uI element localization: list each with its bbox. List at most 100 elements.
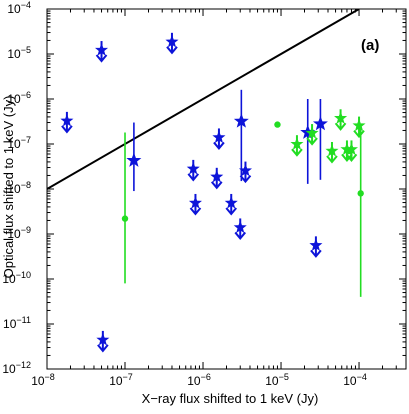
data-point-upper-limit: [60, 111, 74, 134]
tick-label-exponent: −12: [16, 360, 31, 370]
upper-limit-star: [334, 111, 348, 124]
tick-label-exponent: −10: [16, 270, 31, 280]
upper-limit-arrowhead: [166, 46, 178, 55]
tick-label-base: 10: [3, 317, 17, 331]
tick-label-base: 10: [343, 374, 357, 388]
tick-label-exponent: −9: [21, 225, 31, 235]
upper-limit-star: [233, 220, 247, 233]
tick-label-base: 10: [7, 2, 21, 16]
upper-limit-star: [96, 333, 110, 346]
tick-label-exponent: −7: [21, 135, 31, 145]
tick-label-exponent: −7: [123, 372, 133, 382]
data-point-upper-limit: [188, 193, 202, 216]
tick-label-base: 10: [109, 374, 123, 388]
upper-limit-arrowhead: [95, 54, 108, 63]
plot-frame: [46, 8, 407, 370]
data-point-upper-limit: [290, 135, 304, 157]
tick-label-base: 10: [187, 374, 201, 388]
x-axis-label: X−ray flux shifted to 1 keV (Jy): [142, 391, 319, 406]
tick-label-exponent: −6: [201, 372, 211, 382]
upper-limit-arrowhead: [213, 141, 225, 150]
y-tick-label: 10−6: [7, 90, 31, 106]
tick-label-base: 10: [7, 227, 21, 241]
upper-limit-star: [309, 238, 323, 251]
tick-label-base: 10: [2, 362, 16, 376]
tick-label-base: 10: [2, 272, 16, 286]
upper-limit-star: [210, 169, 224, 183]
y-tick-label: 10−8: [7, 180, 31, 196]
upper-limit-arrowhead: [326, 155, 338, 164]
data-point-dot: [274, 121, 281, 128]
tick-label-exponent: −6: [21, 90, 31, 100]
tick-label-base: 10: [7, 92, 21, 106]
upper-limit-star: [352, 118, 366, 132]
tick-label-base: 10: [7, 182, 21, 196]
upper-limit-arrowhead: [239, 174, 252, 184]
tick-label-base: 10: [7, 137, 21, 151]
upper-limit-star: [305, 126, 319, 139]
upper-limit-arrowhead: [189, 207, 202, 216]
data-point-upper-limit: [95, 41, 109, 63]
upper-limit-star: [60, 114, 74, 127]
axes-group: 10−8 10−7 10−6 10−5 10−410−1210−1110−1010−91…: [2, 0, 407, 388]
tick-label-base: 10: [7, 47, 21, 61]
y-tick-label: 10−12: [2, 360, 31, 376]
data-point-star: [233, 113, 249, 128]
upper-limit-arrowhead: [341, 153, 353, 162]
upper-limit-arrowhead: [234, 231, 247, 240]
data-point-upper-limit: [325, 141, 339, 164]
data-point-upper-limit: [305, 124, 319, 146]
upper-limit-star: [224, 196, 238, 209]
tick-label-exponent: −4: [357, 372, 367, 382]
panel-label: (a): [361, 37, 379, 54]
data-point-dot: [121, 215, 129, 222]
y-axis-label: Optical flux shifted to 1 keV (Jy): [1, 96, 16, 279]
tick-label-exponent: −5: [279, 372, 289, 382]
data-point-upper-limit: [334, 109, 348, 131]
data-point-upper-limit: [344, 140, 358, 162]
upper-limit-star: [238, 163, 252, 177]
y-tick-label: 10−4: [7, 0, 31, 16]
data-point-upper-limit: [238, 161, 252, 184]
upper-limit-arrowhead: [345, 153, 358, 162]
upper-limit-star: [165, 34, 179, 48]
data-point-upper-limit: [309, 236, 323, 258]
upper-limit-arrowhead: [291, 148, 303, 157]
upper-limit-arrowhead: [61, 125, 73, 134]
upper-limit-arrowhead: [210, 181, 223, 190]
plot-content: [47, 9, 366, 353]
x-tick-label: 10−5: [265, 372, 289, 388]
upper-limit-arrowhead: [187, 173, 200, 182]
data-point-star: [126, 152, 142, 167]
upper-limit-arrowhead: [306, 137, 318, 146]
data-point-upper-limit: [165, 32, 179, 55]
data-point-upper-limit: [212, 128, 226, 150]
tick-label-exponent: −11: [16, 315, 31, 325]
tick-label-exponent: −8: [45, 372, 55, 382]
tick-label-base: 10: [265, 374, 279, 388]
data-point-upper-limit: [186, 159, 200, 182]
data-point-upper-limit: [352, 116, 366, 139]
y-tick-label: 10−7: [7, 135, 31, 151]
tick-label-base: 10: [31, 374, 45, 388]
upper-limit-arrowhead: [334, 122, 347, 131]
upper-limit-star: [212, 130, 226, 143]
series-2: [121, 109, 366, 297]
tick-label-exponent: −4: [21, 0, 31, 10]
upper-limit-arrowhead: [97, 344, 109, 353]
y-tick-label: 10−11: [3, 315, 31, 331]
y-tick-label: 10−5: [7, 45, 31, 61]
tick-label-exponent: −5: [21, 45, 31, 55]
data-point-upper-limit: [224, 193, 238, 216]
series-1: [60, 32, 328, 353]
data-point-upper-limit: [233, 218, 247, 240]
data-point-dot: [357, 190, 364, 197]
y-tick-label: 10−9: [7, 225, 31, 241]
data-point-upper-limit: [96, 330, 110, 353]
x-tick-label: 10−4: [343, 372, 367, 388]
y-tick-label: 10−10: [2, 270, 31, 286]
upper-limit-star: [344, 142, 358, 155]
x-tick-label: 10−6: [187, 372, 211, 388]
